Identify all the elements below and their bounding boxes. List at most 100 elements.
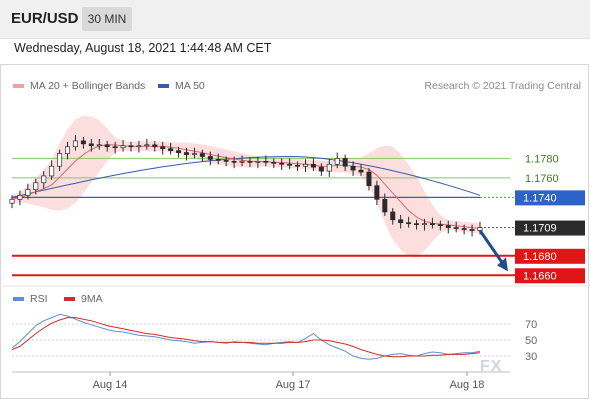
candle-body [112,146,118,149]
candle-body [136,145,142,148]
candle-body [390,211,396,221]
candle-body [326,163,332,172]
legend-rsi: RSI [13,293,48,305]
candle-body [302,163,308,167]
credit-label: Research © 2021 Trading Central [424,80,581,92]
candle-body [263,160,269,163]
legend-ma20-label: MA 20 + Bollinger Bands [30,80,146,92]
level-label-1.1660: 1.1660 [523,270,557,282]
forecast-arrow-shaft [478,229,506,267]
candle-body [223,160,229,162]
level-label-1.1709: 1.1709 [523,223,557,235]
current-price-box [515,220,585,236]
candle-body [33,182,39,190]
candle-body [168,148,174,151]
candle-body [445,225,451,228]
candle-body [287,163,293,166]
watermark-logo: FX [480,358,503,375]
candle-body [295,164,301,167]
candle-body [199,153,205,157]
candle-body [247,160,253,163]
candle-body [469,229,475,231]
timeframe-button[interactable]: 30 MIN [82,7,132,31]
level-label-1.1680: 1.1680 [523,251,557,263]
candle-body [477,227,483,231]
candle-body [72,140,78,148]
legend-rsi-swatch [13,297,24,301]
top-bar: EUR/USD 30 MIN [0,0,590,39]
x-axis-label-aug-17: Aug 17 [276,379,311,391]
candle-body [382,198,388,213]
symbol-label: EUR/USD [11,10,79,27]
x-axis-label-aug-14: Aug 14 [93,379,128,391]
legend-9ma: 9MA [64,293,103,305]
candle-body [25,189,31,196]
legend-rsi-label: RSI [30,293,48,305]
support-label-box-4 [515,248,585,264]
candle-body [453,227,459,229]
candle-body [429,223,435,226]
candle-body [406,222,412,225]
bollinger-band-fill [12,115,480,258]
candle-body [128,145,134,148]
legend-ma50-label: MA 50 [175,80,205,92]
candle-body [271,161,277,164]
candle-body [366,171,372,187]
level-label-1.1740: 1.1740 [523,192,557,204]
legend-ma50: MA 50 [158,80,205,92]
candle-body [239,160,245,163]
support-label-box-5 [515,268,585,284]
candle-body [255,160,261,163]
candle-body [350,165,356,171]
candle-body [414,223,420,226]
level-label-1.1760: 1.1760 [525,173,559,185]
legend-ma20-bollinger: MA 20 + Bollinger Bands [13,80,145,92]
candle-body [176,150,182,153]
candle-body [398,219,404,224]
candle-body [310,163,316,168]
candle-body [88,143,94,147]
rsi-tick-50: 50 [525,335,537,347]
candle-body [41,175,47,184]
candle-body [49,165,55,177]
candle-body [231,160,237,163]
candle-body [160,146,166,150]
candle-body [17,195,23,200]
candle-body [9,198,15,204]
candle-body [144,144,150,147]
candle-body [421,223,427,226]
candle-body [342,158,348,167]
candle-body [152,144,158,148]
datetime-label: Wednesday, August 18, 2021 1:44:48 AM CE… [14,41,272,55]
x-axis-label-aug-18: Aug 18 [450,379,485,391]
candle-body [215,159,221,161]
legend-9ma-swatch [64,297,75,301]
legend-9ma-label: 9MA [81,293,103,305]
pivot-label-box [515,190,585,206]
candle-body [191,153,197,155]
forecast-arrow-head [497,257,508,272]
candle-body [120,145,126,149]
rsi-tick-30: 30 [525,351,537,363]
candle-body [207,156,213,160]
candle-body [334,158,340,165]
candle-body [437,224,443,226]
legend-ma20-swatch [13,84,24,88]
rsi-series-rsi [11,313,481,360]
chart-frame [0,64,589,399]
rsi-series-9ma [11,317,481,358]
candle-body [57,153,63,167]
candle-body [184,152,190,155]
legend-ma50-swatch [158,84,169,88]
candle-body [96,144,102,147]
ma50-line [11,155,481,198]
candle-body [80,140,86,145]
candle-body [318,166,324,172]
candle-body [358,169,364,173]
candle-body [279,162,285,165]
ma20-line [11,144,481,229]
candle-body [374,185,380,200]
candle-body [461,228,467,230]
level-label-1.1780: 1.1780 [525,153,559,165]
